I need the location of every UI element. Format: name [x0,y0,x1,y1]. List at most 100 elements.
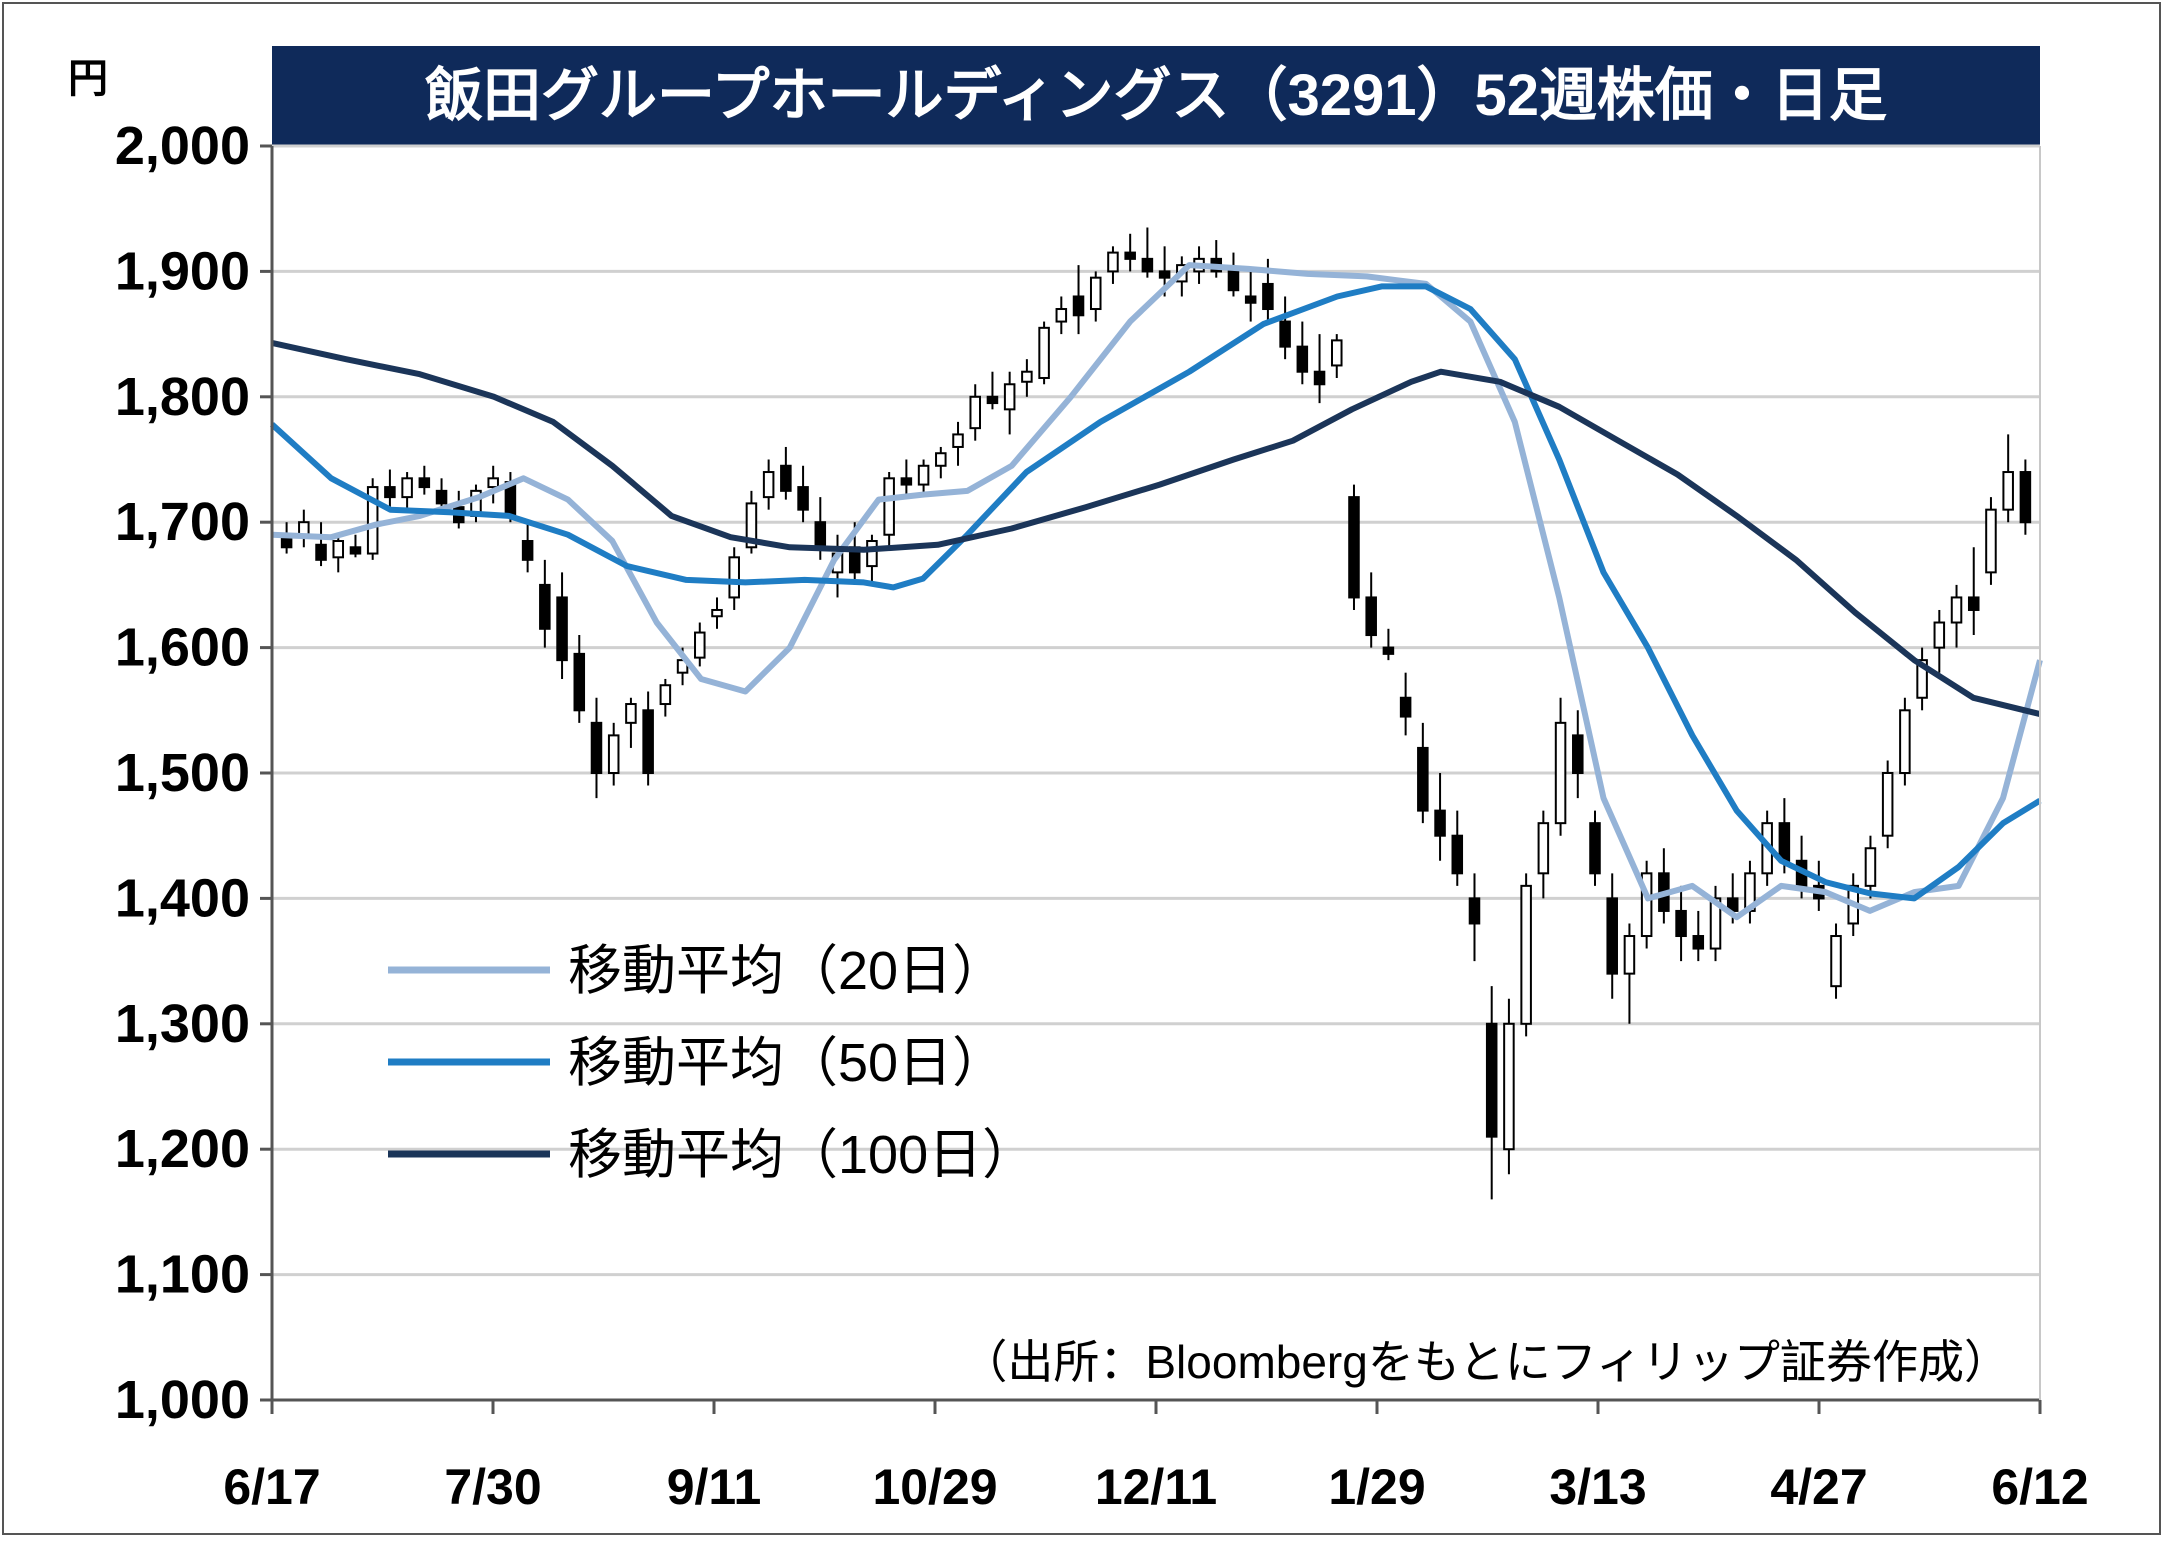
y-tick-label: 2,000 [115,116,250,176]
y-tick-label: 1,300 [115,994,250,1054]
candle-body [711,608,723,618]
candle-body [866,540,878,568]
legend-label: 移動平均（100日） [568,1125,1036,1185]
candle-body [1830,935,1842,988]
candle-body [1262,282,1274,311]
candle-body [1675,909,1687,938]
candle-body [1933,621,1946,649]
x-tick-label: 1/29 [1328,1459,1425,1515]
candle-body [2002,471,2014,511]
candle-body [1330,339,1343,367]
candle-body [1485,1022,1498,1138]
candle-body [556,596,568,662]
candle-body [780,464,792,492]
candle-body [1950,596,1963,624]
candle-body [384,486,396,499]
candle-body [1537,822,1550,875]
candle-body [1021,370,1033,383]
candle-body [900,477,913,486]
candle-body [539,583,551,630]
ma-line-0 [271,262,2043,921]
candle-body [1365,596,1377,637]
y-tick-label: 1,600 [115,618,250,678]
candle-body [1623,935,1636,975]
x-tick-label: 9/11 [667,1459,762,1515]
x-tick-label: 4/27 [1770,1459,1867,1515]
candle-body [1589,822,1601,875]
candle-body [1296,345,1309,373]
ma-line-2 [271,339,2041,718]
candle-body [590,721,603,775]
candle-body [1055,308,1068,323]
candle-body [1967,596,1980,611]
legend-label: 移動平均（50日） [568,1033,1006,1093]
candle-body [573,652,586,712]
candle-body [1451,834,1464,875]
candle-body [1709,897,1722,950]
candle-body [1606,897,1618,975]
candle-body [1141,257,1154,273]
candle-body [435,489,448,505]
candle-body [366,486,379,555]
chart-title: 飯田グループホールディングス（3291）52週株価・日足 [272,46,2040,146]
y-axis-unit: 円 [68,57,108,101]
y-tick-label: 1,500 [115,743,250,803]
legend-label: 移動平均（20日） [568,941,1006,1001]
x-tick-label: 6/17 [223,1459,320,1515]
grid-lines [260,144,2040,1402]
x-tick-labels: 6/17 7/30 9/11 10/29 12/11 1/29 3/13 4/27 6/12 [223,1400,2089,1515]
candle-body [1434,809,1446,837]
y-tick-label: 1,200 [115,1119,250,1179]
candle-body [1348,496,1360,599]
candle-body [917,464,930,486]
candle-body [728,556,740,599]
candle-body [745,502,758,549]
y-tick-label: 1,100 [115,1245,250,1305]
candle-body [1244,295,1257,304]
candle-body [694,631,706,659]
candle-body [349,546,362,555]
candle-body [607,734,620,775]
candle-body [1072,295,1085,317]
candle-body [1572,734,1584,775]
candle-body [1399,696,1412,718]
y-tick-label: 1,400 [115,868,250,928]
y-tick-labels: 1,000 1,100 1,200 1,300 1,400 1,500 1,600 1,700… [115,116,250,1430]
candle-body [935,452,947,467]
candle-body [1313,370,1326,386]
y-tick-label: 1,700 [115,492,250,552]
candle-body [401,477,413,499]
legend: 移動平均（20日） 移動平均（50日） 移動平均（100日） [388,941,1036,1185]
candle-body [814,521,827,549]
candle-body [1382,646,1395,655]
candle-body [332,540,345,559]
candle-body [1778,822,1791,862]
y-tick-label: 1,900 [115,241,250,301]
candle-body [1916,659,1928,699]
y-tick-label: 1,000 [115,1370,250,1430]
candle-body [969,395,982,430]
candle-body [797,486,809,511]
candle-body [1279,320,1291,348]
candle-body [1468,897,1481,925]
candle-body [1124,251,1136,260]
candle-body [1881,772,1894,837]
candle-body [487,477,499,489]
candle-body [1503,1022,1515,1151]
x-tick-label: 10/29 [872,1459,997,1515]
candle-body [659,684,672,706]
candle-body [1864,847,1877,887]
candle-body [642,709,654,774]
candle-body [1107,251,1119,273]
candle-body [1899,709,1911,774]
candlesticks [280,227,2032,1200]
candle-body [762,471,775,499]
axes [270,146,2041,1402]
source-note: （出所：Bloombergをもとにフィリップ証券作成） [961,1336,2010,1388]
candle-body [521,540,534,561]
candle-body [1227,270,1240,292]
x-tick-label: 3/13 [1549,1459,1646,1515]
x-tick-label: 12/11 [1095,1459,1217,1515]
